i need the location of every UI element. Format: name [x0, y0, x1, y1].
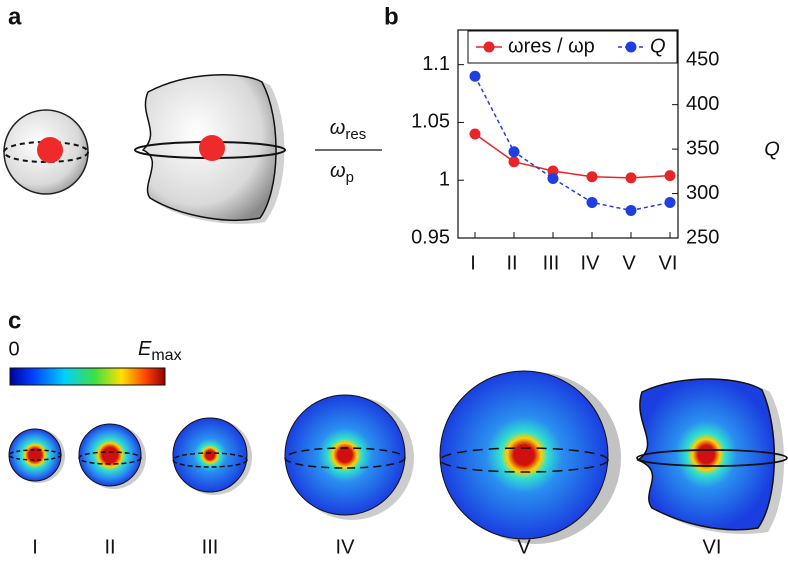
- y2-tick-label: 400: [686, 93, 719, 115]
- y-label-part: p: [346, 169, 354, 186]
- colorbar-min: 0: [8, 338, 19, 360]
- panel-label: b: [384, 3, 399, 30]
- x-tick-label: VI: [659, 252, 678, 274]
- colorbar-gradient: [9, 367, 166, 386]
- legend-marker: [483, 41, 495, 53]
- legend-marker: [625, 41, 637, 53]
- marker: [625, 204, 637, 216]
- y-axis-label: ωp: [330, 160, 354, 186]
- legend-label: ωres / ωp: [508, 35, 595, 57]
- panel-label: a: [8, 3, 22, 30]
- panel-c-label: I: [32, 536, 38, 558]
- marker: [586, 196, 598, 208]
- legend-label: Q: [650, 35, 666, 57]
- x-tick-label: V: [622, 252, 636, 274]
- colorbar: 0 Emax: [8, 338, 182, 386]
- colorbar-max-part: E: [138, 338, 152, 360]
- panel-c-illustrations: [8, 370, 788, 544]
- y-tick-label: 1: [439, 169, 450, 191]
- x-tick-label: II: [506, 252, 517, 274]
- plot-frame: [457, 29, 679, 239]
- marker: [508, 156, 520, 168]
- colorbar-max-part: max: [151, 347, 181, 364]
- y-label-part: res: [345, 126, 366, 143]
- y-label-part: ω: [330, 160, 346, 182]
- panel-c-label: II: [104, 536, 115, 558]
- y-tick-label: 0.95: [411, 226, 450, 248]
- y-axis-label: ωres: [330, 117, 366, 143]
- marker: [547, 172, 559, 184]
- panel-c-label: III: [202, 536, 219, 558]
- panel-a-illustration: [3, 74, 286, 224]
- marker: [586, 171, 598, 183]
- panel-label: c: [8, 307, 21, 334]
- y2-tick-label: 300: [686, 182, 719, 204]
- marker: [664, 170, 676, 182]
- marker: [508, 146, 520, 158]
- y2-tick-label: 450: [686, 49, 719, 71]
- y-tick-label: 1.05: [411, 111, 450, 133]
- marker: [469, 128, 481, 140]
- y2-tick-label: 350: [686, 137, 719, 159]
- y2-tick-label: 250: [686, 226, 719, 248]
- y-label-part: ω: [330, 117, 346, 139]
- x-tick-label: IV: [581, 252, 601, 274]
- panel-c-label: IV: [336, 536, 356, 558]
- colorbar-max: Emax: [138, 338, 182, 364]
- marker: [625, 172, 637, 184]
- series-line: [474, 133, 671, 179]
- series-line: [474, 75, 671, 212]
- panel-c-label: VI: [703, 536, 722, 558]
- y-tick-label: 1.1: [422, 53, 450, 75]
- y2-axis-label: Q: [764, 138, 780, 160]
- x-tick-label: I: [470, 252, 476, 274]
- marker: [469, 70, 481, 82]
- x-tick-label: III: [543, 252, 560, 274]
- panel-c-label: V: [517, 536, 531, 558]
- marker: [664, 196, 676, 208]
